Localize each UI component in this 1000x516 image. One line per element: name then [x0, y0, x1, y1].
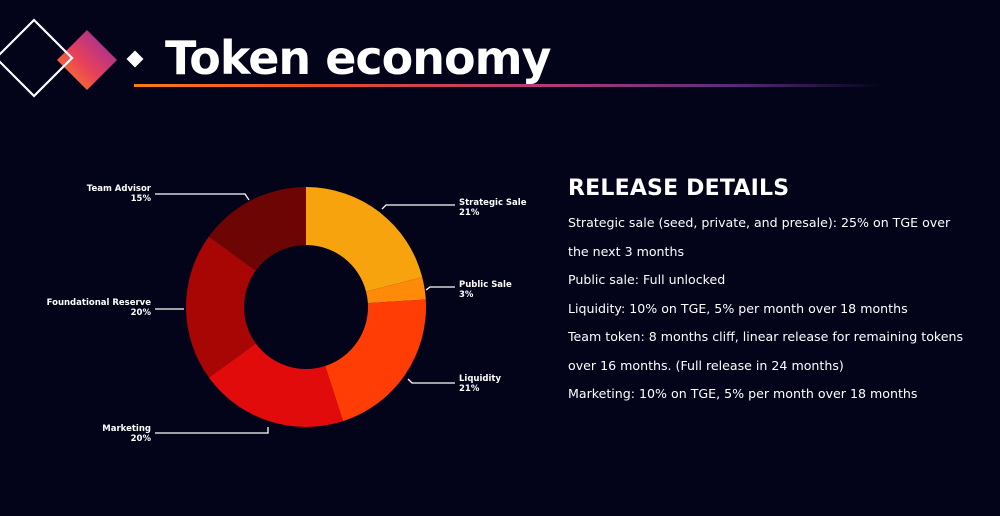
chart-slices — [186, 187, 426, 427]
slice-label: Strategic Sale — [459, 198, 527, 208]
chart-leader-lines — [155, 193, 455, 434]
slice-strategic-sale — [306, 187, 423, 292]
release-line: Team token: 8 months cliff, linear relea… — [568, 329, 964, 344]
slice-label: Public Sale — [459, 280, 512, 290]
slice-team-advisor — [208, 187, 306, 271]
slice-liquidity — [325, 299, 426, 422]
leader-line — [425, 286, 455, 291]
slice-label: Foundational Reserve — [47, 298, 152, 308]
slice-label: Marketing — [102, 424, 151, 434]
slice-value-label: 3% — [459, 290, 474, 300]
release-line: the next 3 months — [568, 243, 685, 259]
slice-foundational-reserve — [186, 236, 256, 378]
leader-line — [155, 427, 269, 434]
slice-marketing — [208, 343, 344, 427]
release-heading: RELEASE DETAILS — [568, 176, 790, 201]
release-lines: Strategic sale (seed, private, and presa… — [568, 209, 1000, 409]
slice-value-label: 21% — [459, 208, 480, 218]
leader-line — [155, 193, 250, 201]
slice-label: Team Advisor — [87, 184, 152, 194]
slice-value-label: 15% — [131, 194, 152, 204]
leader-line — [407, 378, 455, 384]
slice-value-label: 20% — [131, 308, 152, 318]
leader-line — [381, 204, 455, 210]
release-line: Marketing: 10% on TGE, 5% per month over… — [568, 386, 918, 401]
slice-public-sale — [366, 277, 426, 304]
release-line: Strategic sale (seed, private, and presa… — [568, 215, 951, 230]
release-details: RELEASE DETAILS Strategic sale (seed, pr… — [568, 176, 1000, 409]
release-line: over 16 months. (Full release in 24 mont… — [568, 357, 844, 373]
page-title: Token economy — [165, 31, 552, 85]
release-line: Liquidity: 10% on TGE, 5% per month over… — [568, 300, 908, 316]
slice-value-label: 21% — [459, 384, 480, 394]
slice-value-label: 20% — [131, 434, 152, 444]
title-underline — [134, 84, 884, 87]
logo-diamonds-icon — [0, 18, 117, 98]
slice-label: Liquidity — [459, 374, 501, 384]
release-line: Public sale: Full unlocked — [568, 272, 726, 287]
